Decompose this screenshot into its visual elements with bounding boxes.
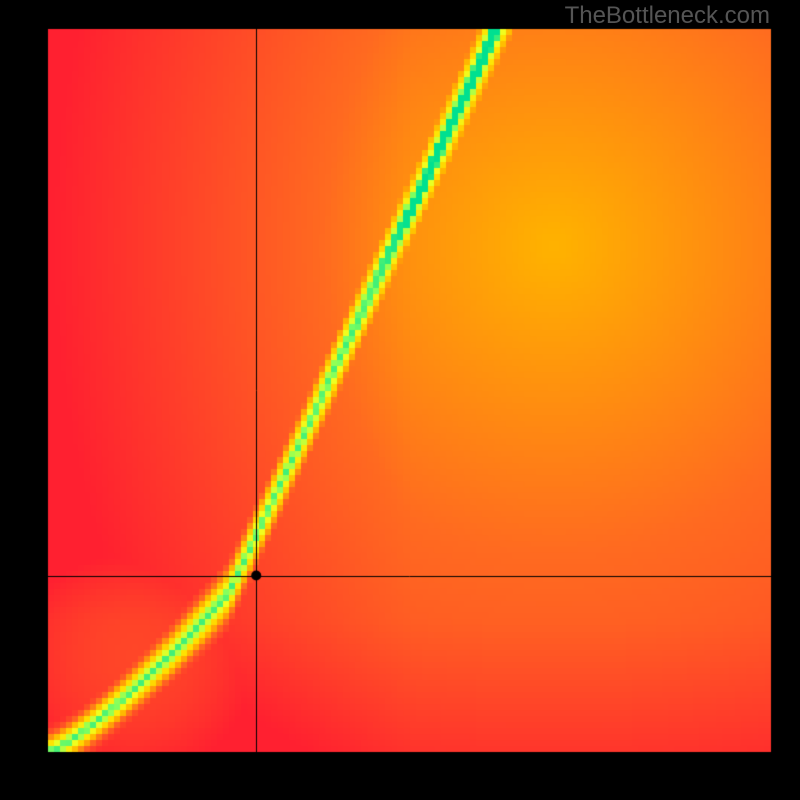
bottleneck-heatmap	[0, 0, 800, 800]
chart-container: TheBottleneck.com	[0, 0, 800, 800]
watermark-text: TheBottleneck.com	[565, 2, 770, 30]
